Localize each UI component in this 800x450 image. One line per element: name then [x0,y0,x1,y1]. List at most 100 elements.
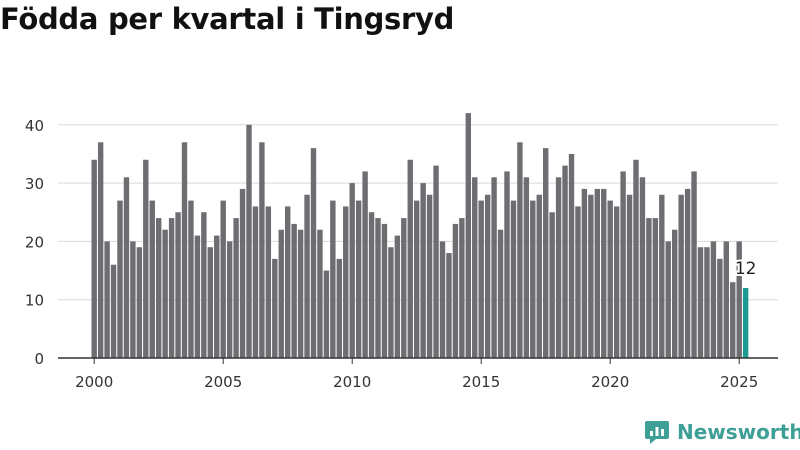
y-tick-label: 20 [25,233,44,251]
bar [659,194,665,358]
bar [710,241,717,358]
bar [375,218,381,358]
bar [239,188,246,358]
bar [575,206,581,358]
bar [285,206,291,358]
bar [459,218,465,358]
bar [323,270,330,358]
bar [523,177,530,358]
bar [452,223,459,358]
brand: Newsworthy [644,419,800,445]
bar [484,194,491,358]
bar [194,235,201,358]
bar [446,253,452,358]
bar [330,200,336,358]
bar [265,206,272,358]
bar [214,235,220,358]
x-tick-label: 2000 [75,373,113,391]
bar [317,229,323,358]
bar [426,194,433,358]
bar-highlight [742,288,749,358]
bar [704,247,710,358]
x-tick-label: 2015 [462,373,500,391]
bar [104,241,110,358]
bars [91,113,749,358]
bar [562,165,568,358]
bar [536,194,542,358]
bar [472,177,478,358]
bar [510,200,517,358]
bar [530,200,536,358]
bar [304,194,310,358]
bar [355,200,362,358]
bar [555,177,562,358]
bar [433,165,439,358]
bar [388,247,394,358]
bar [717,258,723,358]
bar [568,153,575,358]
x-tick-label: 2020 [591,373,629,391]
bar [136,247,143,358]
bar [188,200,194,358]
bar [162,229,168,358]
bar [407,159,413,358]
bar [607,200,613,358]
bar [220,200,226,358]
highlight-data-label: 12 [735,259,757,279]
bar [601,188,607,358]
bar [362,171,368,358]
bar [143,159,149,358]
bar [149,200,155,358]
bar [123,177,130,358]
brand-name: Newsworthy [677,420,800,444]
y-tick-label: 10 [25,292,44,310]
axes: 0 10 20 30 40 2000 2005 2010 2015 2020 2025 [25,117,778,391]
bar [665,241,671,358]
bar [368,212,375,358]
bar [594,188,600,358]
bar [156,218,162,358]
bar [201,212,207,358]
bar [272,258,278,358]
bar [691,171,697,358]
bar [291,223,297,358]
bar [678,194,684,358]
bar [626,194,633,358]
bar [259,142,265,358]
bar [381,223,388,358]
bar [639,177,646,358]
bar [168,218,175,358]
newsworthy-logo-icon [645,421,669,444]
bar [684,188,691,358]
data-labels: 12 [733,257,759,281]
bar [517,142,523,358]
bar [414,200,420,358]
bar [226,241,233,358]
bar [97,142,104,358]
bar [581,188,588,358]
bar [394,235,401,358]
bar [439,241,446,358]
bar [207,247,213,358]
bar [343,206,349,358]
bar [646,218,652,358]
bar [620,171,626,358]
bar [336,258,342,358]
bar [278,229,284,358]
bar [310,148,317,358]
bar [697,247,704,358]
y-tick-label: 0 [34,350,44,368]
y-tick-label: 40 [25,117,44,135]
bar [175,212,181,358]
bar [736,241,742,358]
bar [110,264,117,358]
bar [297,229,304,358]
bar [349,183,355,358]
bar [543,148,549,358]
bar [91,159,97,358]
bar [181,142,188,358]
bar [117,200,123,358]
bar [549,212,555,358]
bar [130,241,136,358]
bar [723,241,729,358]
